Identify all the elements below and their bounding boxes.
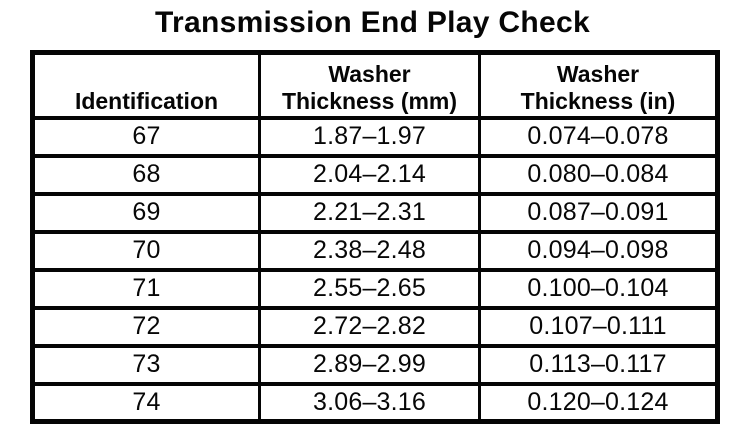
cell-thickness-in: 0.113–0.117	[478, 343, 719, 386]
cell-thickness-in: 0.107–0.111	[478, 305, 719, 348]
cell-identification: 70	[31, 229, 261, 272]
cell-thickness-in: 0.120–0.124	[478, 381, 719, 424]
table-row: 69 2.21–2.31 0.087–0.091	[31, 191, 719, 234]
table-row: 68 2.04–2.14 0.080–0.084	[31, 153, 719, 196]
cell-identification: 68	[31, 153, 261, 196]
page-title: Transmission End Play Check	[155, 6, 590, 39]
cell-thickness-mm: 1.87–1.97	[258, 115, 481, 158]
table-row: 73 2.89–2.99 0.113–0.117	[31, 343, 719, 386]
column-header-washer-thickness-mm: Washer Thickness (mm)	[258, 50, 481, 120]
table-row: 70 2.38–2.48 0.094–0.098	[31, 229, 719, 272]
cell-thickness-in: 0.074–0.078	[478, 115, 719, 158]
cell-thickness-mm: 2.89–2.99	[258, 343, 481, 386]
column-header-identification: Identification	[31, 50, 261, 120]
table-row: 72 2.72–2.82 0.107–0.111	[31, 305, 719, 348]
cell-identification: 73	[31, 343, 261, 386]
table-header-row: Identification Washer Thickness (mm) Was…	[31, 50, 719, 120]
cell-thickness-mm: 3.06–3.16	[258, 381, 481, 424]
cell-identification: 71	[31, 267, 261, 310]
cell-thickness-mm: 2.21–2.31	[258, 191, 481, 234]
cell-thickness-in: 0.080–0.084	[478, 153, 719, 196]
cell-identification: 74	[31, 381, 261, 424]
cell-thickness-in: 0.100–0.104	[478, 267, 719, 310]
cell-identification: 69	[31, 191, 261, 234]
cell-thickness-mm: 2.38–2.48	[258, 229, 481, 272]
column-header-washer-thickness-in: Washer Thickness (in)	[478, 50, 719, 120]
table-row: 67 1.87–1.97 0.074–0.078	[31, 115, 719, 158]
cell-thickness-mm: 2.55–2.65	[258, 267, 481, 310]
cell-thickness-in: 0.094–0.098	[478, 229, 719, 272]
table-row: 74 3.06–3.16 0.120–0.124	[31, 381, 719, 424]
cell-thickness-mm: 2.04–2.14	[258, 153, 481, 196]
cell-thickness-in: 0.087–0.091	[478, 191, 719, 234]
cell-identification: 67	[31, 115, 261, 158]
end-play-spec-table: Identification Washer Thickness (mm) Was…	[30, 50, 720, 424]
table-row: 71 2.55–2.65 0.100–0.104	[31, 267, 719, 310]
cell-thickness-mm: 2.72–2.82	[258, 305, 481, 348]
cell-identification: 72	[31, 305, 261, 348]
